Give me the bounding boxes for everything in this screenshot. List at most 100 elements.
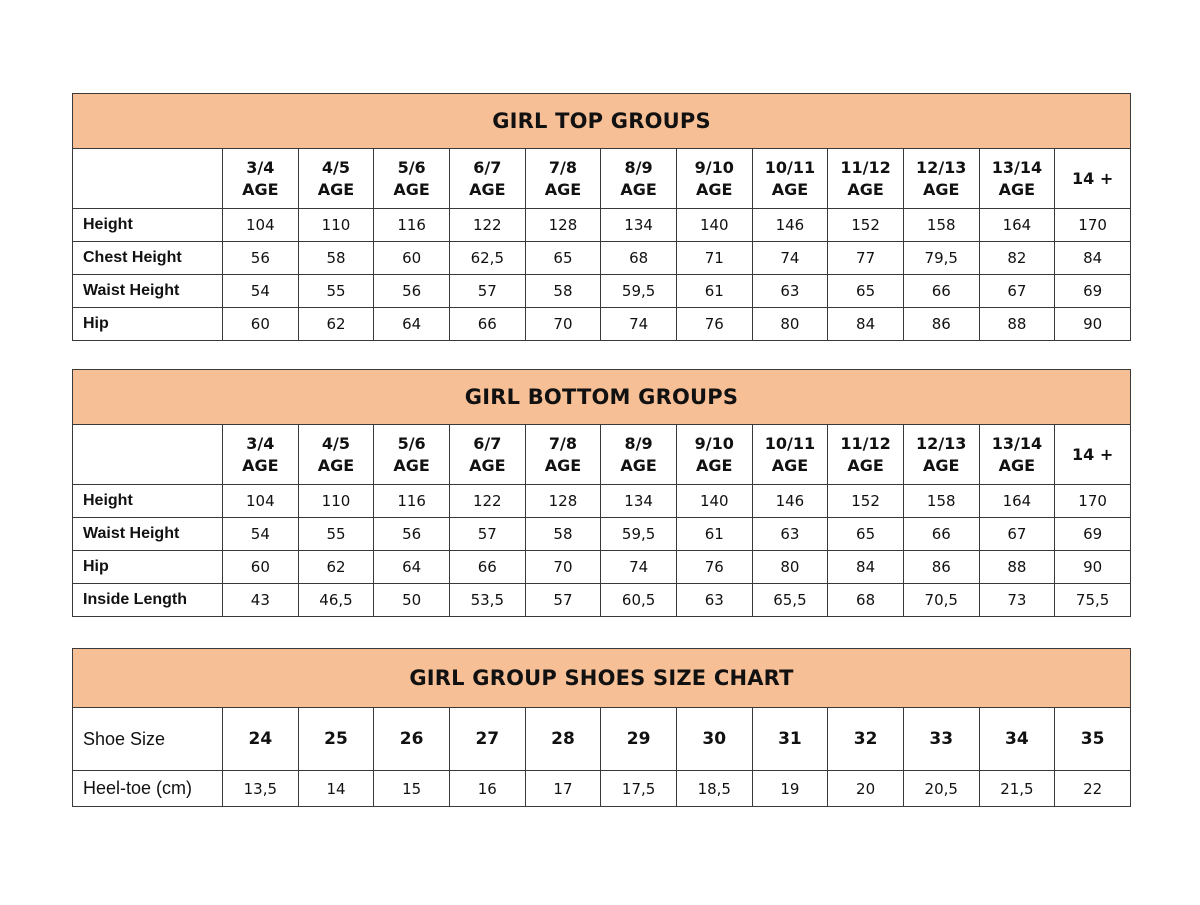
shoe-cell: 26: [373, 707, 450, 771]
age-header-text: 7/8: [548, 433, 577, 453]
measurement-cell: 74: [600, 550, 677, 584]
age-header-text: AGE: [393, 179, 430, 199]
measurement-cell: 76: [675, 550, 753, 584]
measurement-cell: 86: [902, 550, 980, 584]
shoe-cell: 15: [373, 770, 450, 807]
measurement-cell: 65: [524, 241, 602, 275]
shoe-cell: 33: [902, 707, 980, 771]
age-header-text: 7/8: [548, 157, 577, 177]
empty-header-cell: [72, 148, 223, 209]
measurement-cell: 88: [978, 307, 1056, 341]
age-header-text: 9/10: [694, 433, 734, 453]
measurement-cell: 62,5: [448, 241, 526, 275]
measurement-cell: 82: [978, 241, 1056, 275]
measurement-cell: 74: [751, 241, 829, 275]
measurement-cell: 60,5: [600, 583, 677, 617]
measurement-cell: 158: [902, 484, 980, 518]
age-column-header: 14 +: [1054, 148, 1131, 209]
measurement-cell: 55: [297, 274, 375, 308]
row-label: Hip: [72, 550, 223, 584]
age-column-header: 5/6 AGE: [373, 424, 450, 485]
measurement-cell: 122: [448, 208, 526, 242]
measurement-cell: 164: [978, 208, 1056, 242]
age-header-text: AGE: [620, 179, 657, 199]
measurement-cell: 122: [448, 484, 526, 518]
measurement-cell: 46,5: [297, 583, 375, 617]
measurement-cell: 146: [751, 208, 829, 242]
measurement-cell: 116: [373, 208, 450, 242]
table-row: Hip 60 62 64 66 70 74 76 80 84 86 88 90: [72, 550, 1131, 584]
age-header-text: 13/14: [991, 433, 1043, 453]
age-header-text: 8/9: [624, 157, 653, 177]
measurement-cell: 56: [222, 241, 299, 275]
age-header-text: AGE: [393, 455, 430, 475]
age-header-text: AGE: [998, 179, 1036, 199]
measurement-cell: 60: [222, 307, 299, 341]
measurement-cell: 110: [297, 484, 375, 518]
table-title: GIRL TOP GROUPS: [72, 93, 1131, 149]
table-row: Height 104 110 116 122 128 134 140 146 152 158 164 1…: [72, 208, 1131, 242]
shoe-cell: 34: [978, 707, 1056, 771]
shoe-cell: 25: [297, 707, 375, 771]
measurement-cell: 86: [902, 307, 980, 341]
measurement-cell: 57: [448, 274, 526, 308]
shoe-cell: 20: [827, 770, 904, 807]
measurement-cell: 128: [524, 484, 602, 518]
measurement-cell: 146: [751, 484, 829, 518]
measurement-cell: 66: [902, 274, 980, 308]
measurement-cell: 65,5: [751, 583, 829, 617]
measurement-cell: 110: [297, 208, 375, 242]
measurement-cell: 152: [827, 208, 904, 242]
measurement-cell: 59,5: [600, 274, 677, 308]
age-column-header: 4/5 AGE: [297, 424, 375, 485]
table-row: Hip 60 62 64 66 70 74 76 80 84 86 88 90: [72, 307, 1131, 341]
measurement-cell: 80: [751, 307, 829, 341]
measurement-cell: 64: [373, 307, 450, 341]
row-label: Waist Height: [72, 274, 223, 308]
measurement-cell: 60: [373, 241, 450, 275]
measurement-cell: 56: [373, 517, 450, 551]
row-label: Hip: [72, 307, 223, 341]
shoe-cell: 31: [751, 707, 829, 771]
header-row: 3/4 AGE 4/5 AGE 5/6 AGE 6/7 AGE 7/8 AGE 8/9 AGE 9/10…: [72, 148, 1131, 209]
age-header-text: 12/13: [916, 157, 967, 177]
shoe-cell: 35: [1054, 707, 1131, 771]
age-column-header: 14 +: [1054, 424, 1131, 485]
age-column-header: 11/12 AGE: [827, 424, 904, 485]
age-column-header: 5/6 AGE: [373, 148, 450, 209]
table-row: Waist Height 54 55 56 57 58 59,5 61 63 65 66 67 69: [72, 517, 1131, 551]
header-row: 3/4 AGE 4/5 AGE 5/6 AGE 6/7 AGE 7/8 AGE 8/9 AGE 9/10…: [72, 424, 1131, 485]
age-header-text: AGE: [469, 179, 506, 199]
age-header-text: 3/4: [246, 157, 275, 177]
measurement-cell: 57: [448, 517, 526, 551]
measurement-cell: 67: [978, 274, 1056, 308]
measurement-cell: 80: [751, 550, 829, 584]
measurement-cell: 60: [222, 550, 299, 584]
shoe-cell: 16: [448, 770, 526, 807]
measurement-cell: 63: [751, 517, 829, 551]
table-row: Inside Length 43 46,5 50 53,5 57 60,5 63 65,5 68 7…: [72, 583, 1131, 617]
shoe-cell: 30: [675, 707, 753, 771]
measurement-cell: 70,5: [902, 583, 980, 617]
age-header-text: 13/14: [991, 157, 1043, 177]
age-column-header: 11/12 AGE: [827, 148, 904, 209]
shoe-cell: 22: [1054, 770, 1131, 807]
measurement-cell: 43: [222, 583, 299, 617]
measurement-cell: 73: [978, 583, 1056, 617]
measurement-cell: 68: [600, 241, 677, 275]
age-header-text: AGE: [544, 455, 582, 475]
title-row: GIRL BOTTOM GROUPS: [72, 369, 1131, 425]
age-header-text: 3/4: [246, 433, 275, 453]
measurement-cell: 90: [1054, 307, 1131, 341]
age-header-text: 5/6: [397, 433, 426, 453]
age-header-text: AGE: [469, 455, 506, 475]
measurement-cell: 152: [827, 484, 904, 518]
age-header-text: 14 +: [1071, 168, 1114, 188]
measurement-cell: 84: [1054, 241, 1131, 275]
age-column-header: 4/5 AGE: [297, 148, 375, 209]
row-label: Heel-toe (cm): [72, 770, 223, 807]
age-header-text: 5/6: [397, 157, 426, 177]
age-header-text: AGE: [620, 455, 657, 475]
age-header-text: AGE: [923, 455, 960, 475]
measurement-cell: 54: [222, 517, 299, 551]
